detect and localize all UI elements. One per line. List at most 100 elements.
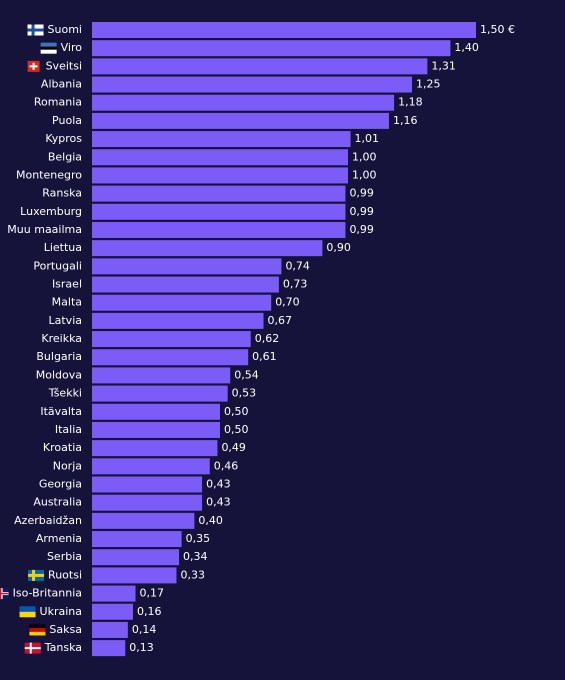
bar <box>92 494 203 511</box>
bar <box>92 76 412 93</box>
value-label: 0,70 <box>275 296 300 309</box>
category-label: Australia <box>33 496 82 509</box>
value-label: 1,00 <box>352 168 377 181</box>
bar <box>92 512 195 529</box>
flag <box>31 24 35 36</box>
flag <box>24 647 41 650</box>
bar <box>92 240 323 257</box>
value-label: 0,67 <box>268 314 293 327</box>
bar <box>92 112 389 129</box>
value-label: 1,40 <box>454 41 479 54</box>
value-label: 1,50 € <box>480 23 515 36</box>
bar <box>92 421 220 438</box>
value-label: 0,90 <box>326 241 351 254</box>
value-label: 0,62 <box>255 332 280 345</box>
flag <box>40 49 57 54</box>
bar <box>92 349 249 366</box>
bar <box>92 567 177 584</box>
bar <box>92 549 180 566</box>
value-label: 0,35 <box>186 532 211 545</box>
flag <box>0 592 9 595</box>
bar <box>92 385 228 402</box>
category-label: Suomi <box>48 23 82 36</box>
category-label: Italia <box>55 423 82 436</box>
category-label: Iso-Britannia <box>13 587 82 600</box>
value-label: 0,74 <box>285 259 310 272</box>
category-label: Moldova <box>36 368 82 381</box>
category-label: Latvia <box>49 314 83 327</box>
category-label: Serbia <box>47 550 82 563</box>
value-label: 0,49 <box>221 441 246 454</box>
category-label: Norja <box>53 459 82 472</box>
bar <box>92 58 428 75</box>
bar <box>92 640 126 657</box>
value-label: 1,25 <box>416 78 441 91</box>
bar <box>92 585 136 602</box>
value-label: 1,18 <box>398 96 423 109</box>
value-label: 0,40 <box>198 514 223 527</box>
category-label: Kroatia <box>43 441 82 454</box>
category-label: Ruotsi <box>48 568 82 581</box>
category-label: Georgia <box>39 478 82 491</box>
category-label: Armenia <box>36 532 82 545</box>
bar <box>92 94 395 111</box>
bar <box>92 203 346 220</box>
value-label: 0,54 <box>234 368 258 381</box>
category-label: Sveitsi <box>46 59 82 72</box>
value-label: 1,16 <box>393 114 418 127</box>
bar <box>92 403 220 420</box>
value-label: 1,01 <box>355 132 380 145</box>
value-label: 0,99 <box>349 223 374 236</box>
bar <box>92 621 128 638</box>
category-label: Tanska <box>44 641 82 654</box>
bar <box>92 367 231 384</box>
value-label: 0,53 <box>232 387 257 400</box>
bar <box>92 221 346 238</box>
bar <box>92 149 348 166</box>
bar <box>92 258 282 275</box>
value-label: 0,50 <box>224 423 249 436</box>
category-label: Ranska <box>42 187 82 200</box>
category-label: Muu maailma <box>7 223 82 236</box>
bar <box>92 531 182 548</box>
category-label: Azerbaidžan <box>14 514 82 527</box>
category-label: Portugali <box>33 259 82 272</box>
bar <box>92 312 264 329</box>
value-label: 0,13 <box>129 641 154 654</box>
flag <box>19 606 36 612</box>
bar <box>92 603 133 620</box>
bar <box>92 476 203 493</box>
category-label: Itävalta <box>40 405 82 418</box>
category-label: Bulgaria <box>36 350 82 363</box>
bar <box>92 22 476 38</box>
value-label: 0,46 <box>214 459 239 472</box>
category-label: Liettua <box>44 241 82 254</box>
category-label: Puola <box>52 114 82 127</box>
category-label: Romania <box>34 96 82 109</box>
category-label: Malta <box>52 296 82 309</box>
category-label: Israel <box>52 278 82 291</box>
value-label: 0,73 <box>283 278 308 291</box>
bar <box>92 294 272 311</box>
value-label: 0,50 <box>224 405 249 418</box>
bar <box>92 185 346 202</box>
flag <box>32 569 36 581</box>
category-label: Montenegro <box>16 168 82 181</box>
value-label: 0,17 <box>140 587 165 600</box>
category-label: Saksa <box>49 623 82 636</box>
flag <box>29 631 46 636</box>
value-label: 0,99 <box>349 187 374 200</box>
category-label: Belgia <box>48 150 82 163</box>
category-label: Luxemburg <box>20 205 82 218</box>
flag <box>29 642 32 654</box>
value-label: 0,34 <box>183 550 208 563</box>
value-label: 0,99 <box>349 205 374 218</box>
category-label: Viro <box>61 41 83 54</box>
value-label: 1,00 <box>352 150 377 163</box>
value-label: 0,43 <box>206 478 231 491</box>
flag <box>29 624 46 629</box>
value-label: 0,33 <box>180 568 205 581</box>
category-label: Tšekki <box>48 387 82 400</box>
bar <box>92 40 451 57</box>
